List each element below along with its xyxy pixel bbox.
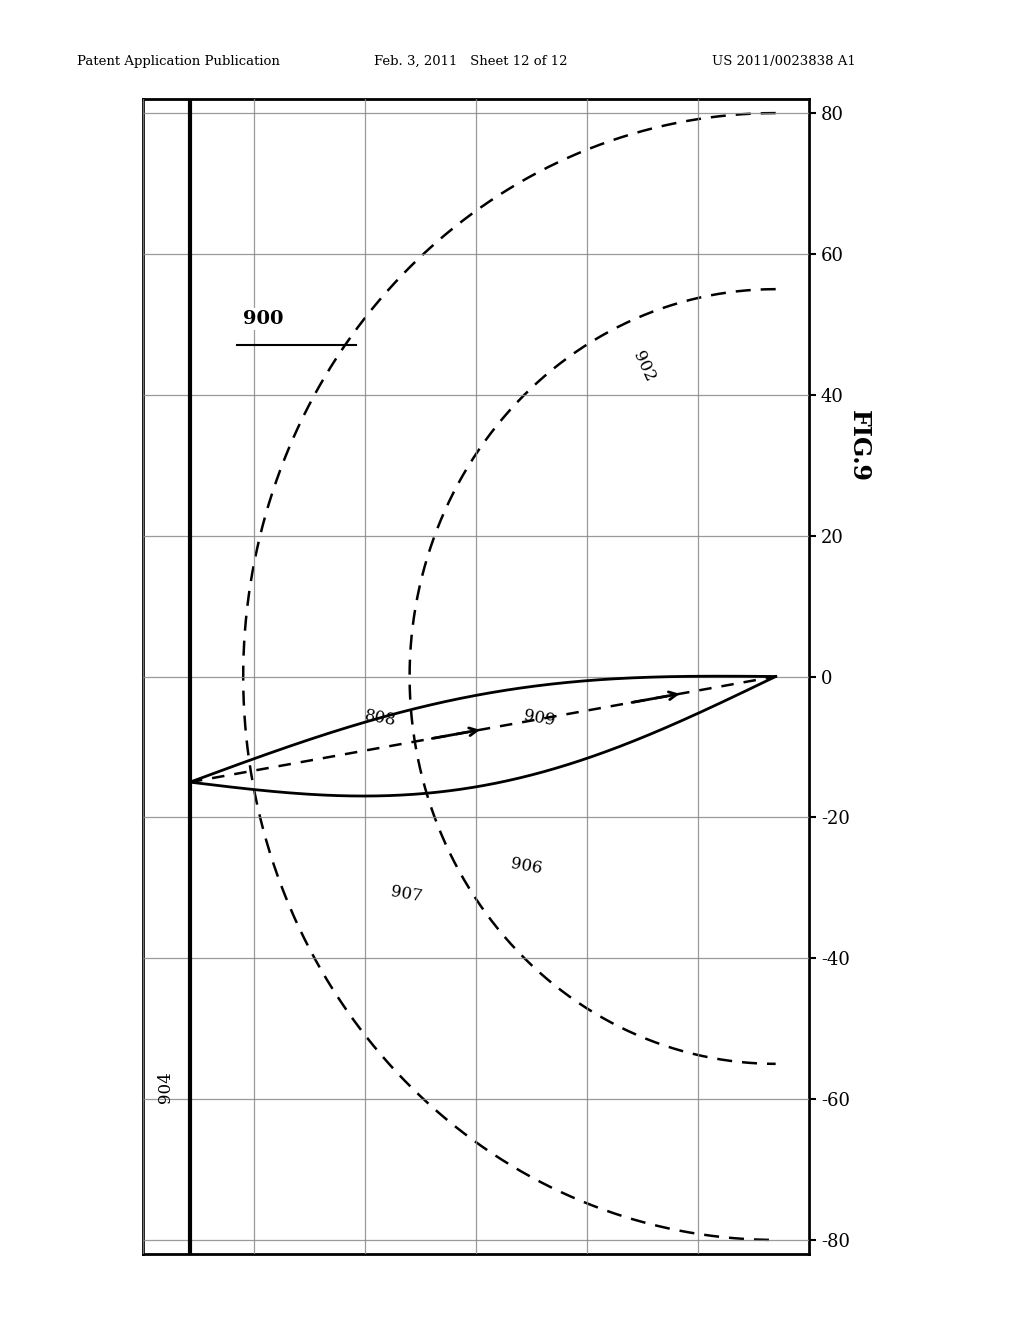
Text: 906: 906: [510, 855, 544, 878]
Text: 909: 909: [523, 708, 557, 730]
Text: 904: 904: [157, 1072, 174, 1104]
Text: Patent Application Publication: Patent Application Publication: [77, 54, 280, 67]
Text: FIG.9: FIG.9: [847, 409, 871, 482]
Text: 907: 907: [389, 883, 424, 906]
Text: Feb. 3, 2011   Sheet 12 of 12: Feb. 3, 2011 Sheet 12 of 12: [374, 54, 567, 67]
Text: 808: 808: [364, 708, 397, 730]
Text: 902: 902: [629, 348, 658, 384]
Text: US 2011/0023838 A1: US 2011/0023838 A1: [712, 54, 855, 67]
Text: 900: 900: [244, 310, 284, 329]
